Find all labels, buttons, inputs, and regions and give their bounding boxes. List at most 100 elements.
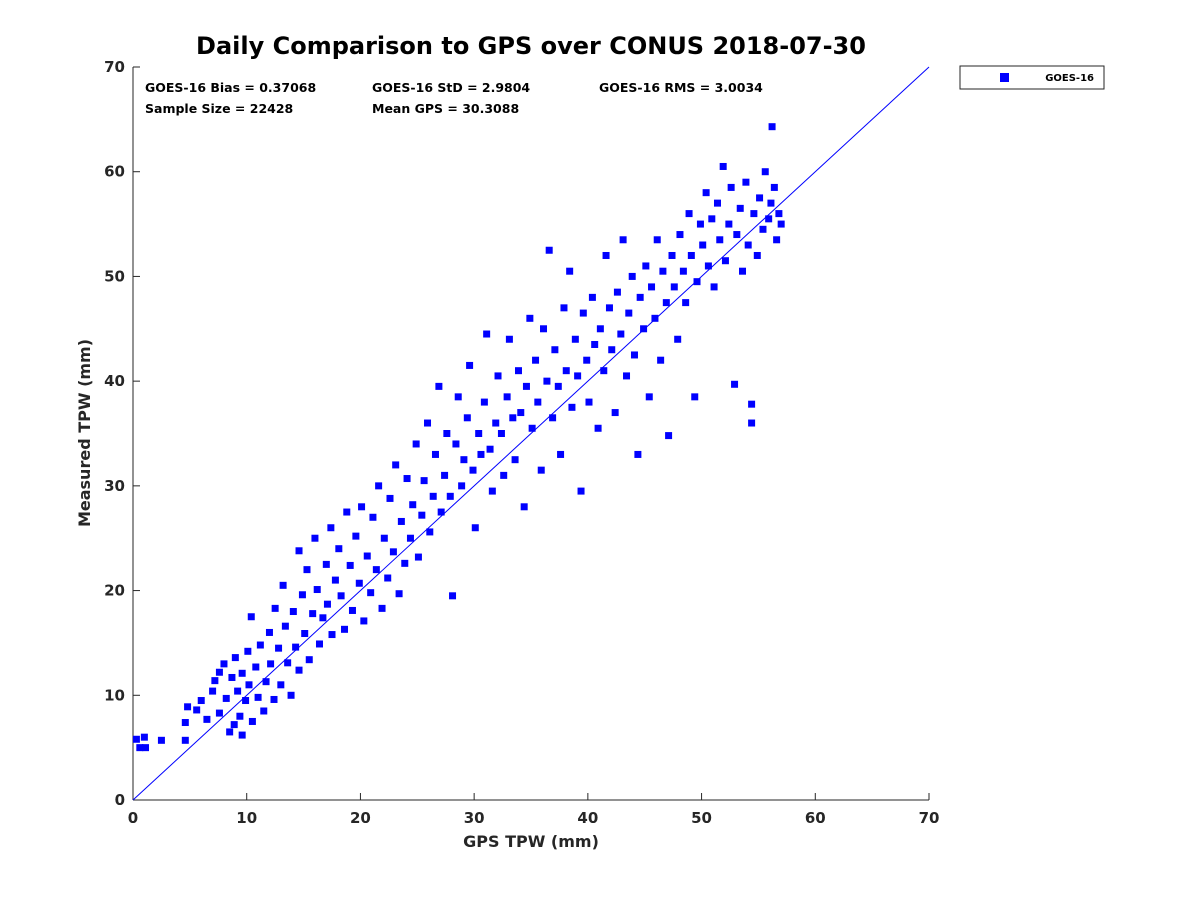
data-point bbox=[275, 644, 283, 652]
data-point bbox=[260, 707, 268, 715]
data-point bbox=[756, 194, 764, 202]
data-point bbox=[748, 400, 756, 408]
data-point bbox=[623, 372, 631, 380]
data-point bbox=[657, 356, 665, 364]
data-point bbox=[619, 236, 627, 244]
data-point bbox=[363, 552, 371, 560]
data-point bbox=[348, 606, 356, 614]
legend-box bbox=[959, 65, 1105, 90]
data-point bbox=[247, 613, 255, 621]
data-point bbox=[687, 251, 695, 259]
data-point bbox=[471, 524, 479, 532]
data-point bbox=[765, 215, 773, 223]
data-point bbox=[281, 622, 289, 630]
data-point bbox=[537, 466, 545, 474]
data-point bbox=[532, 356, 540, 364]
data-point bbox=[409, 501, 417, 509]
data-point bbox=[480, 398, 488, 406]
data-point bbox=[571, 335, 579, 343]
chart-title: Daily Comparison to GPS over CONUS 2018-… bbox=[196, 32, 866, 60]
x-tick-label: 20 bbox=[350, 809, 371, 827]
data-point bbox=[466, 361, 474, 369]
y-tick-label: 10 bbox=[104, 686, 125, 704]
data-point bbox=[761, 168, 769, 176]
data-point bbox=[514, 367, 522, 375]
data-point bbox=[551, 346, 559, 354]
data-point bbox=[215, 709, 223, 717]
data-point bbox=[483, 330, 491, 338]
data-point bbox=[628, 272, 636, 280]
data-point bbox=[295, 666, 303, 674]
data-point bbox=[662, 299, 670, 307]
data-point bbox=[289, 608, 297, 616]
data-point bbox=[315, 640, 323, 648]
data-point bbox=[727, 183, 735, 191]
y-tick-label: 50 bbox=[104, 267, 125, 285]
data-point bbox=[744, 241, 752, 249]
data-point bbox=[327, 524, 335, 532]
data-point bbox=[140, 733, 148, 741]
data-point bbox=[234, 687, 242, 695]
x-tick-label: 50 bbox=[691, 809, 712, 827]
data-point bbox=[343, 508, 351, 516]
data-point bbox=[736, 204, 744, 212]
data-point bbox=[254, 693, 262, 701]
data-point bbox=[245, 681, 253, 689]
data-point bbox=[702, 189, 710, 197]
x-tick-label: 10 bbox=[236, 809, 257, 827]
data-point bbox=[375, 482, 383, 490]
data-point bbox=[238, 731, 246, 739]
data-point bbox=[676, 231, 684, 239]
data-point bbox=[397, 517, 405, 525]
data-point bbox=[759, 225, 767, 233]
data-point bbox=[311, 534, 319, 542]
data-point bbox=[292, 643, 300, 651]
data-point bbox=[500, 471, 508, 479]
legend-marker-goes16 bbox=[1000, 73, 1009, 82]
data-point bbox=[222, 694, 230, 702]
data-point bbox=[685, 210, 693, 218]
data-point bbox=[322, 560, 330, 568]
data-point bbox=[369, 513, 377, 521]
data-point bbox=[634, 450, 642, 458]
stat-sample-size: Sample Size = 22428 bbox=[145, 101, 293, 116]
data-point bbox=[355, 579, 363, 587]
x-tick-group: 0 10 20 30 40 50 60 70 bbox=[128, 793, 940, 827]
data-point bbox=[209, 687, 217, 695]
data-point bbox=[557, 450, 565, 458]
data-point bbox=[668, 251, 676, 259]
data-point bbox=[270, 695, 278, 703]
data-point bbox=[352, 532, 360, 540]
data-point bbox=[262, 678, 270, 686]
data-point bbox=[309, 610, 317, 618]
data-point bbox=[401, 559, 409, 567]
data-point bbox=[184, 703, 192, 711]
data-point bbox=[562, 367, 570, 375]
y-tick-label: 0 bbox=[115, 791, 125, 809]
data-point bbox=[725, 220, 733, 228]
data-point bbox=[248, 717, 256, 725]
data-point bbox=[303, 566, 311, 574]
data-point bbox=[682, 299, 690, 307]
x-axis-label: GPS TPW (mm) bbox=[463, 832, 599, 851]
data-point bbox=[775, 210, 783, 218]
x-tick-label: 70 bbox=[919, 809, 940, 827]
data-point bbox=[645, 393, 653, 401]
data-point bbox=[197, 697, 205, 705]
data-point bbox=[435, 382, 443, 390]
data-point bbox=[716, 236, 724, 244]
x-tick-label: 40 bbox=[577, 809, 598, 827]
legend: GOES-16 bbox=[959, 65, 1105, 90]
data-point bbox=[287, 691, 295, 699]
data-point bbox=[679, 267, 687, 275]
data-point bbox=[392, 461, 400, 469]
data-point bbox=[753, 251, 761, 259]
y-tick-label: 60 bbox=[104, 163, 125, 181]
data-point bbox=[477, 450, 485, 458]
data-point bbox=[305, 656, 313, 664]
data-point bbox=[642, 262, 650, 270]
data-point bbox=[611, 409, 619, 417]
data-point bbox=[341, 625, 349, 633]
data-point bbox=[640, 325, 648, 333]
